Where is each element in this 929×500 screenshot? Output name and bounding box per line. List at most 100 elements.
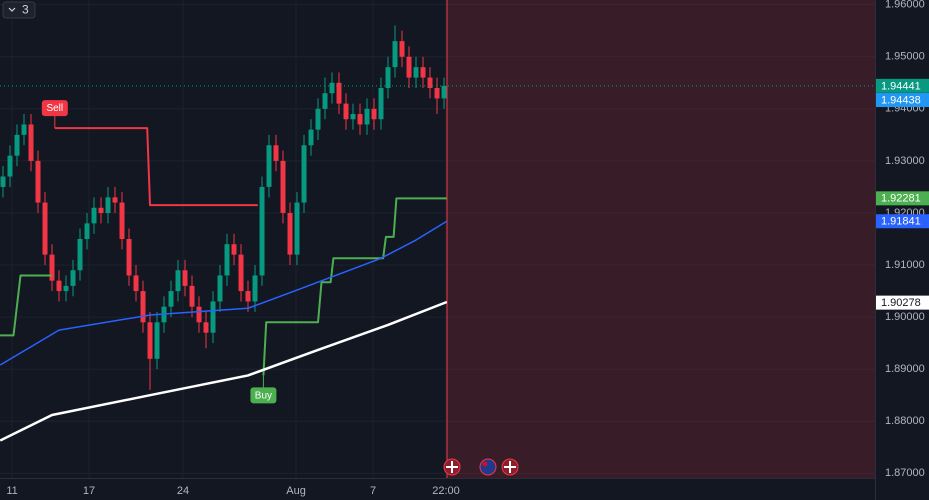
candle-body bbox=[301, 145, 307, 203]
candle-body bbox=[63, 285, 69, 292]
candle-body bbox=[266, 145, 272, 187]
x-tick-label: 17 bbox=[83, 485, 95, 497]
interval-badge[interactable]: 3 bbox=[2, 1, 36, 19]
y-tick-label: 1.96000 bbox=[885, 0, 925, 11]
candle-body bbox=[35, 160, 41, 203]
y-tick-label: 1.95000 bbox=[885, 51, 925, 63]
annotation-box bbox=[250, 387, 277, 404]
candle-body bbox=[406, 56, 412, 78]
candle-body bbox=[308, 129, 314, 146]
candle-body bbox=[56, 280, 62, 292]
flag-cross bbox=[504, 461, 516, 473]
candle-body bbox=[371, 108, 377, 120]
candle-body bbox=[441, 85, 447, 99]
flag-star bbox=[482, 461, 488, 467]
annotation-label: Buy bbox=[255, 391, 272, 402]
candle-body bbox=[385, 67, 391, 88]
future-shade bbox=[447, 0, 875, 478]
candle-body bbox=[336, 82, 342, 104]
candle-body bbox=[77, 239, 83, 271]
candle-body bbox=[182, 270, 188, 286]
candle-body bbox=[399, 41, 405, 57]
candle-body bbox=[357, 114, 363, 125]
candle-body bbox=[147, 322, 153, 359]
candle-body bbox=[238, 254, 244, 292]
candle-body bbox=[84, 223, 90, 239]
candle-body bbox=[112, 197, 118, 203]
indicator-line bbox=[54, 127, 258, 207]
candle-body bbox=[378, 87, 384, 120]
indicator-line bbox=[0, 220, 448, 366]
candle-body bbox=[364, 108, 370, 125]
candle-body bbox=[140, 291, 146, 323]
x-tick-label: 7 bbox=[370, 485, 376, 497]
indicator-line bbox=[0, 300, 448, 442]
candle-body bbox=[329, 82, 335, 94]
candle-body bbox=[133, 275, 139, 292]
price-badge bbox=[876, 191, 929, 206]
candle-body bbox=[196, 306, 202, 323]
price-badge-label: 1.91841 bbox=[881, 216, 921, 228]
event-flags[interactable] bbox=[443, 458, 519, 476]
candle-body bbox=[91, 207, 97, 224]
x-tick-label: Aug bbox=[286, 485, 306, 497]
badge-text: 3 bbox=[22, 3, 29, 17]
candle-body bbox=[434, 87, 440, 99]
y-tick-label: 1.91000 bbox=[885, 259, 925, 271]
candle-body bbox=[175, 270, 181, 292]
chevron bbox=[8, 7, 16, 12]
candle-body bbox=[105, 197, 111, 213]
y-tick-label: 1.89000 bbox=[885, 363, 925, 375]
flag[interactable] bbox=[479, 458, 497, 476]
x-tick-label: 22:00 bbox=[432, 485, 460, 497]
price-badge-label: 1.92281 bbox=[881, 193, 921, 205]
candle-body bbox=[203, 322, 209, 333]
candle-body bbox=[42, 202, 48, 255]
candle-body bbox=[280, 160, 286, 213]
candle-body bbox=[49, 254, 55, 281]
candle-body bbox=[427, 77, 433, 88]
candle-body bbox=[259, 186, 265, 276]
candle-body bbox=[210, 301, 216, 333]
candle-body bbox=[231, 244, 237, 255]
price-badge bbox=[876, 93, 929, 108]
candle-body bbox=[315, 108, 321, 130]
y-tick-label: 1.88000 bbox=[885, 415, 925, 427]
candle-body bbox=[168, 291, 174, 307]
candle-body bbox=[294, 202, 300, 255]
candle-body bbox=[252, 275, 258, 302]
price-badge bbox=[876, 295, 929, 310]
annotation-box bbox=[41, 100, 68, 117]
candle-body bbox=[126, 239, 132, 276]
candle-body bbox=[343, 103, 349, 120]
candle-body bbox=[21, 124, 27, 135]
candle-body bbox=[350, 114, 356, 120]
candle-body bbox=[70, 270, 76, 286]
y-tick-label: 1.90000 bbox=[885, 311, 925, 323]
candle-body bbox=[28, 124, 34, 161]
candle-body bbox=[0, 176, 6, 187]
plot: Sell Buy bbox=[0, 25, 875, 442]
candle-body bbox=[273, 145, 279, 161]
y-tick-label: 1.87000 bbox=[885, 467, 925, 479]
price-badge-label: 1.94438 bbox=[881, 94, 921, 106]
candle-body bbox=[224, 244, 230, 276]
annotation-label: Sell bbox=[46, 103, 63, 114]
price-badge-label: 1.90278 bbox=[881, 297, 921, 309]
candle-body bbox=[413, 67, 419, 78]
candle-body bbox=[217, 275, 223, 302]
candle-body bbox=[7, 155, 13, 177]
x-tick-label: 11 bbox=[6, 485, 17, 497]
flag-cross bbox=[446, 461, 458, 473]
axis: 1.960001.950001.940001.930001.920001.910… bbox=[6, 0, 929, 497]
candle-body bbox=[420, 67, 426, 78]
indicator-line bbox=[262, 197, 447, 376]
candle-body bbox=[189, 285, 195, 307]
candle-body bbox=[14, 134, 20, 156]
y-tick-label: 1.93000 bbox=[885, 155, 925, 167]
x-tick-label: 24 bbox=[177, 485, 189, 497]
candle-body bbox=[154, 322, 160, 359]
badge-box[interactable] bbox=[2, 1, 36, 19]
candle-body bbox=[287, 212, 293, 255]
